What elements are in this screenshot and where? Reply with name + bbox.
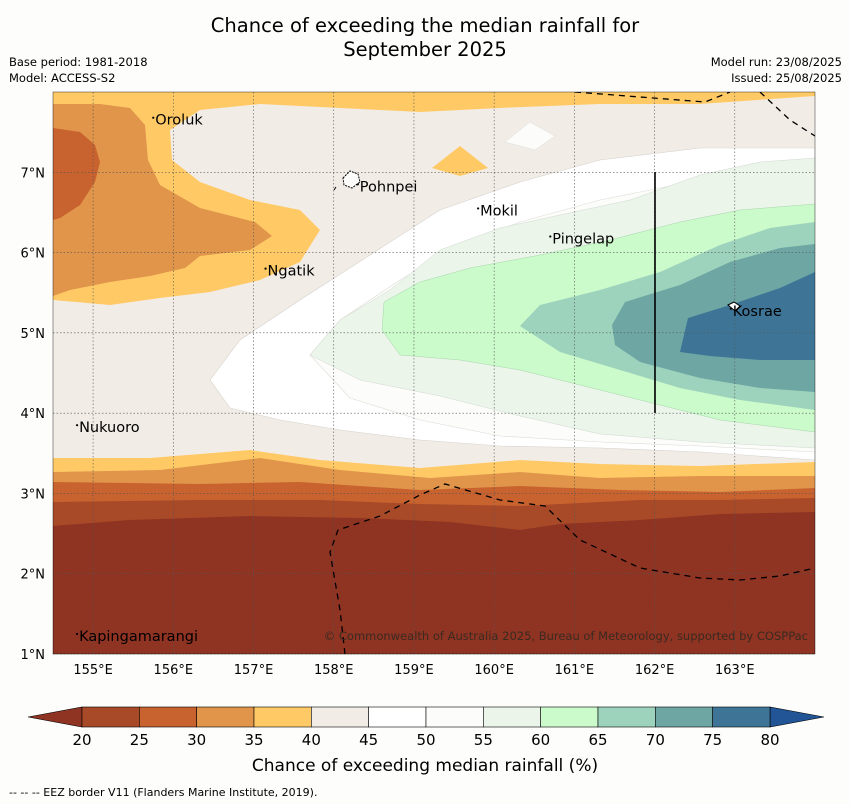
colorbar-swatch: [196, 706, 255, 728]
place-marker: [75, 424, 79, 427]
place-marker: [75, 632, 79, 636]
colorbar-swatch: [655, 706, 713, 728]
meta-right: Model run: 23/08/2025 Issued: 25/08/2025: [711, 54, 842, 86]
kosrae-island-outline: [727, 301, 741, 312]
longitude-labels: 155°E 156°E 157°E 158°E 159°E 160°E 161°E 162°E…: [73, 663, 754, 678]
lon-tick-label: 157°E: [234, 663, 274, 678]
model-name: Model: ACCESS-S2: [9, 71, 116, 85]
rainfall-field: [53, 92, 815, 654]
place-label: Ngatik: [268, 264, 316, 280]
colorbar-swatch: [483, 706, 541, 728]
eez-footnote: -- -- -- EEZ border V11 (Flanders Marine…: [9, 786, 318, 799]
lon-tick-label: 163°E: [715, 663, 755, 678]
band-35-40-blob: [432, 146, 488, 176]
colorbar-tick-label: 50: [416, 731, 435, 749]
band-50-55-blob: [504, 121, 556, 151]
base-period: Base period: 1981-2018: [9, 55, 148, 69]
place-label: Pingelap: [552, 232, 614, 248]
colorbar-tick-label: 40: [302, 731, 321, 749]
pohnpei-islet: [333, 186, 337, 191]
eez-border: [329, 92, 815, 654]
colorbar-tick-label: 30: [187, 731, 206, 749]
model-run: Model run: 23/08/2025: [710, 55, 842, 69]
colorbar: 20 25 30 35 40 45 50 55 60 65 70 75 80: [27, 706, 825, 749]
lat-tick-label: 3°N: [21, 487, 46, 502]
title-line-1: Chance of exceeding the median rainfall …: [210, 14, 640, 37]
map-title: Chance of exceeding the median rainfall …: [0, 14, 850, 62]
colorbar-tick-label: 55: [474, 731, 493, 749]
lat-tick-label: 4°N: [21, 407, 46, 422]
colorbar-swatch: [253, 706, 312, 728]
band-25-30-north: [53, 128, 100, 220]
colorbar-tick-label: 35: [244, 731, 263, 749]
place-marker: [729, 307, 732, 310]
colorbar-swatch: [425, 706, 484, 728]
pohnpei-island-outline: [342, 170, 361, 189]
place-marker: [477, 207, 480, 210]
place-marker: [356, 183, 359, 186]
place-label: Kapingamarangi: [79, 629, 198, 645]
colorbar-under-arrow: [27, 706, 83, 728]
colorbar-swatch: [311, 706, 369, 728]
colorbar-over-arrow: [769, 706, 825, 728]
band-under-20-south: [53, 512, 815, 654]
lat-tick-label: 5°N: [21, 327, 46, 342]
eez-line-south: [329, 483, 815, 654]
map-frame: [52, 91, 816, 655]
copyright-text: © Commonwealth of Australia 2025, Bureau…: [324, 629, 808, 643]
band-75-80: [680, 272, 815, 360]
lon-tick-label: 159°E: [394, 663, 434, 678]
lat-tick-label: 2°N: [21, 568, 46, 583]
place-marker: [264, 267, 267, 270]
colorbar-tick-label: 25: [130, 731, 149, 749]
colorbar-swatch: [540, 706, 599, 728]
place-label: Nukuoro: [79, 420, 140, 436]
colorbar-tick-label: 65: [588, 731, 607, 749]
issued-date: Issued: 25/08/2025: [731, 71, 842, 85]
lon-tick-label: 161°E: [555, 663, 595, 678]
colorbar-swatch: [597, 706, 656, 728]
colorbar-label: Chance of exceeding median rainfall (%): [251, 756, 599, 776]
place-marker: [549, 235, 552, 238]
colorbar-swatch: [712, 706, 771, 728]
place-label: Oroluk: [155, 113, 203, 129]
colorbar-tick-label: 75: [703, 731, 722, 749]
lat-tick-label: 7°N: [21, 166, 46, 181]
band-30-35-north: [53, 104, 272, 296]
colorbar-swatch: [139, 706, 197, 728]
lon-tick-label: 160°E: [474, 663, 514, 678]
colorbar-swatch: [368, 706, 427, 728]
colorbar-tick-label: 70: [646, 731, 665, 749]
lon-tick-label: 155°E: [73, 663, 113, 678]
eez-line-northeast: [759, 92, 815, 137]
lat-tick-label: 6°N: [21, 247, 46, 262]
colorbar-swatch: [81, 706, 140, 728]
meta-left: Base period: 1981-2018 Model: ACCESS-S2: [9, 54, 148, 86]
place-labels: Oroluk Pohnpei Mokil Pingelap Ngatik Kosrae Nu…: [75, 113, 782, 645]
band-35-40-north: [53, 92, 815, 305]
lon-tick-label: 158°E: [314, 663, 354, 678]
place-label: Pohnpei: [360, 179, 418, 195]
latitude-labels: 7°N 6°N 5°N 4°N 3°N 2°N 1°N: [21, 166, 46, 663]
place-label: Mokil: [480, 203, 518, 219]
lon-tick-label: 156°E: [154, 663, 194, 678]
colorbar-tick-label: 60: [531, 731, 550, 749]
colorbar-tick-label: 20: [72, 731, 91, 749]
colorbar-tick-label: 45: [359, 731, 378, 749]
place-marker: [152, 116, 155, 119]
eez-line-north: [574, 92, 731, 103]
lat-tick-label: 1°N: [21, 648, 46, 663]
title-line-2: September 2025: [343, 38, 507, 61]
colorbar-tick-label: 80: [760, 731, 779, 749]
place-label: Kosrae: [733, 304, 782, 320]
lon-tick-label: 162°E: [635, 663, 675, 678]
